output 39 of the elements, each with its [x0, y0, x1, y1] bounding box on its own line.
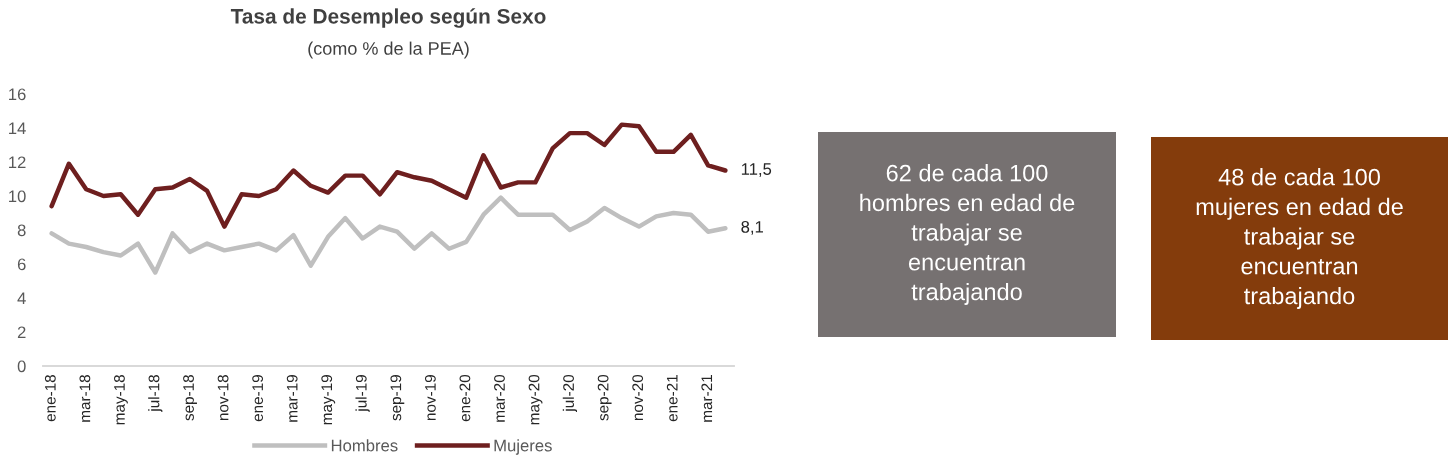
y-tick-label: 0 [17, 360, 26, 373]
text: 48 de cada 100 mujeres en edad de trabajar se encuentran trabajando [1196, 168, 1403, 309]
x-tick-label: sep-18 [183, 374, 197, 421]
x-tick-label: sep-20 [597, 374, 612, 421]
x-tick-label: ene-19 [252, 375, 264, 422]
x-tick-label: mar-20 [494, 374, 505, 422]
y-tick-label: 12 [9, 156, 26, 169]
x-tick-label: nov-19 [424, 375, 436, 421]
x-tick-label: jul-19 [355, 375, 370, 413]
x-tick-label: mar-19 [286, 375, 298, 422]
legend-label: Hombres [331, 439, 398, 452]
x-tick-label: may-20 [528, 374, 543, 425]
x-tick-label: ene-20 [459, 374, 471, 422]
x-tick-label: ene-18 [44, 374, 56, 422]
x-tick-label: jul-20 [562, 374, 578, 413]
y-tick-label: 2 [17, 326, 26, 339]
line-series [49, 122, 728, 229]
x-tick-label: ene-21 [666, 375, 678, 422]
y-tick-label: 6 [17, 258, 26, 271]
chart-title: Tasa de Desempleo según Sexo [230, 8, 546, 28]
x-tick-label: jul-18 [148, 375, 163, 413]
y-tick-label: 14 [9, 122, 26, 135]
y-tick-label: 8 [17, 224, 26, 237]
x-tick-label: mar-18 [79, 374, 91, 422]
data-label: 11,5 [741, 163, 772, 177]
x-tick-label: sep-19 [390, 375, 405, 421]
chart-subtitle: (como % de la PEA) [308, 41, 469, 59]
x-tick-label: mar-21 [701, 375, 713, 422]
x-tick-label: nov-18 [217, 374, 229, 421]
text: 62 de cada 100 hombres en edad de trabajar se encuentran trabajando [860, 164, 1075, 305]
data-label: 8,1 [741, 220, 763, 235]
line-series [49, 195, 728, 275]
y-tick-label: 4 [17, 292, 26, 305]
x-tick-label: nov-20 [632, 374, 644, 421]
x-tick-label: may-19 [321, 375, 336, 425]
y-tick-label: 16 [9, 88, 26, 101]
legend-label: Mujeres [494, 439, 552, 455]
x-tick-label: may-18 [114, 374, 128, 425]
y-tick-label: 10 [9, 190, 26, 203]
